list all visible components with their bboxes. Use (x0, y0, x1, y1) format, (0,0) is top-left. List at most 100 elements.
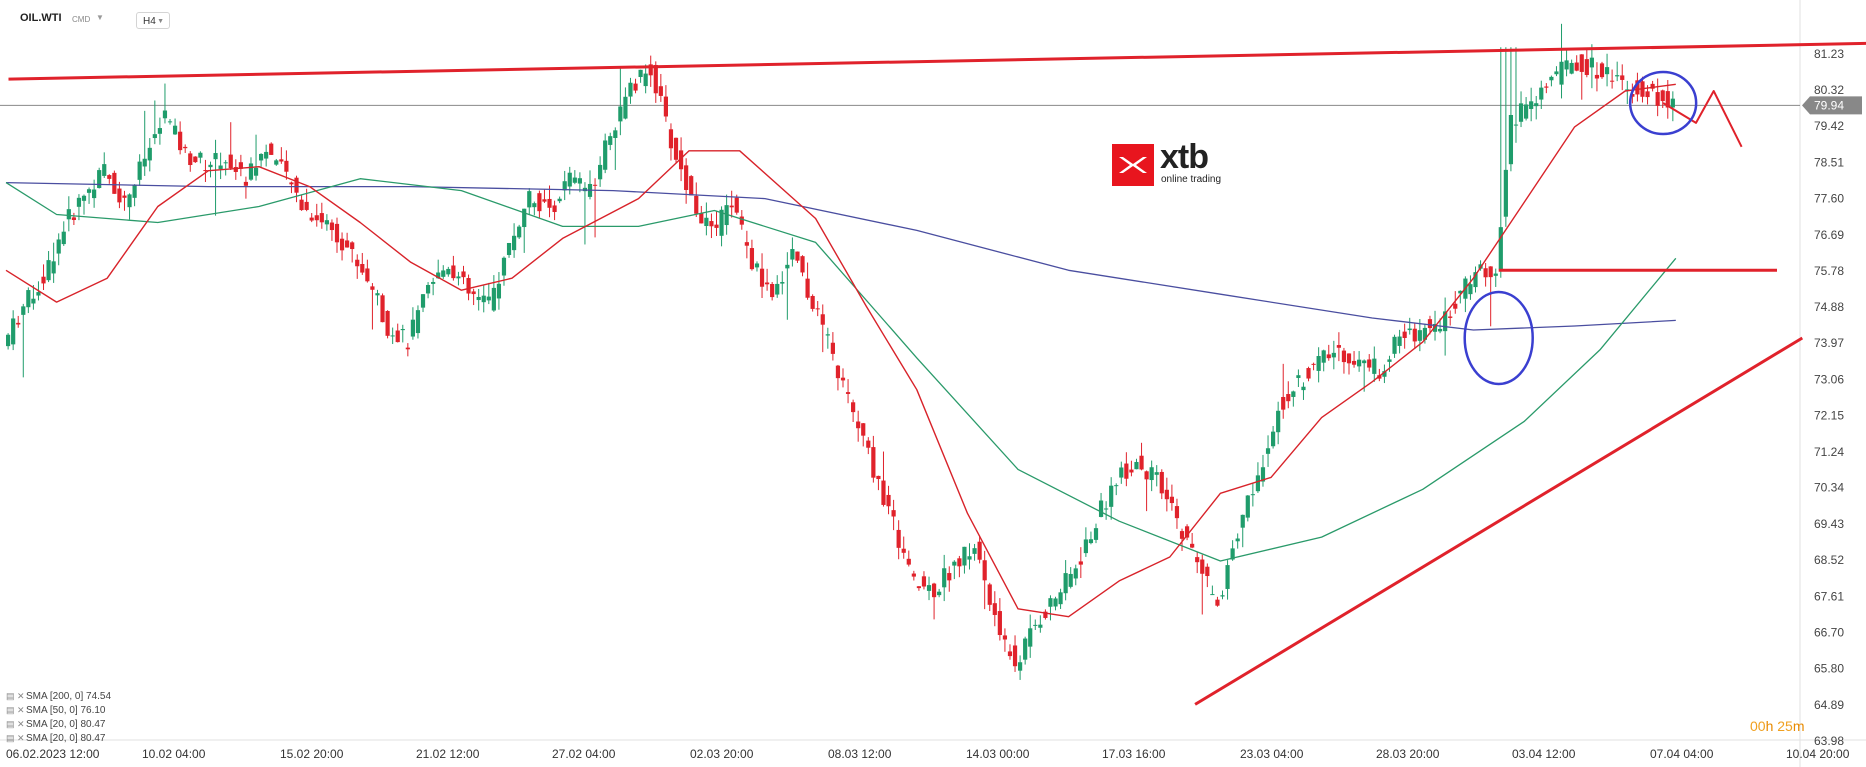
candle-body (259, 153, 264, 161)
candle-body (1392, 336, 1397, 354)
candle-body (608, 136, 613, 145)
candle-body (1215, 599, 1220, 606)
candle-body (385, 310, 390, 336)
candle-body (1402, 331, 1407, 338)
countdown-minutes-unit: m (1792, 718, 1805, 734)
xtb-logo-icon (1112, 144, 1154, 186)
candle-body (1088, 539, 1094, 544)
candle-body (1169, 496, 1174, 504)
candle-body (360, 263, 365, 273)
candle-body (410, 319, 415, 337)
candle-body (552, 205, 557, 213)
candle-body (673, 137, 679, 160)
candle-body (279, 159, 284, 162)
legend-item[interactable]: ▤ ✕SMA [200, 0] 74.54 (6, 691, 111, 702)
symbol-label[interactable]: OIL.WTI (20, 12, 62, 24)
highlight-circle (1463, 290, 1534, 386)
candle-body (6, 334, 11, 347)
candle-body (1028, 628, 1033, 647)
candle-body (592, 184, 598, 186)
candle-body (861, 423, 866, 436)
candle-body (1220, 595, 1225, 597)
countdown-hours-unit: h (1765, 718, 1774, 734)
candle-body (1508, 114, 1514, 165)
candle-body (952, 561, 957, 566)
candle-body (1134, 461, 1139, 470)
candle-body (481, 295, 486, 303)
candle-body (1301, 386, 1306, 391)
x-tick-label: 17.03 16:00 (1102, 747, 1166, 761)
candle-body (704, 217, 709, 227)
candle-body (1007, 651, 1013, 657)
candle-body (213, 153, 218, 160)
candle-body (1093, 528, 1099, 540)
candle-body (603, 140, 608, 170)
candle-body (66, 209, 71, 220)
candle-body (162, 110, 168, 119)
candle-body (638, 69, 643, 78)
candle-body (36, 292, 41, 296)
y-tick-label: 65.80 (1814, 662, 1844, 676)
candle-body (299, 199, 304, 211)
settings-icon[interactable]: ▤ ✕ (6, 705, 25, 715)
candle-body (1448, 316, 1453, 318)
candle-body (51, 261, 56, 274)
settings-icon[interactable]: ▤ ✕ (6, 733, 25, 743)
candle-body (1559, 61, 1564, 85)
candle-body (147, 147, 152, 161)
settings-icon[interactable]: ▤ ✕ (6, 691, 25, 701)
candle-body (81, 195, 87, 201)
candle-body (390, 335, 395, 337)
candle-body (1129, 469, 1134, 473)
candle-body (137, 161, 142, 180)
y-tick-label: 78.51 (1814, 155, 1844, 169)
legend-item[interactable]: ▤ ✕SMA [20, 0] 80.47 (6, 733, 106, 744)
candle-body (355, 259, 360, 267)
candle-body (982, 560, 987, 581)
legend-item[interactable]: ▤ ✕SMA [20, 0] 80.47 (6, 719, 106, 730)
candle-body (1473, 272, 1478, 288)
candle-body (56, 239, 61, 254)
candle-body (1427, 319, 1433, 329)
candle-body (102, 164, 107, 176)
candle-body (415, 310, 421, 334)
candle-body (815, 308, 820, 310)
y-tick-label: 73.06 (1814, 372, 1844, 386)
candle-body (562, 181, 567, 191)
chevron-down-icon[interactable]: ▼ (96, 13, 104, 22)
candle-body (678, 150, 684, 170)
timeframe-selector[interactable]: H4 ▼ (136, 12, 170, 29)
legend-item[interactable]: ▤ ✕SMA [50, 0] 76.10 (6, 705, 106, 716)
candle-body (765, 282, 770, 285)
candle-body (1483, 268, 1488, 278)
candle-body (1306, 368, 1311, 379)
candle-body (517, 226, 522, 238)
candle-body (1164, 489, 1169, 500)
candle-body (309, 217, 314, 221)
candle-body (780, 282, 785, 284)
candle-body (1331, 352, 1336, 358)
candle-body (1002, 635, 1008, 640)
candle-body (395, 330, 400, 343)
legend-label: SMA [200, 0] 74.54 (26, 691, 112, 702)
candle-body (441, 270, 446, 277)
y-tick-label: 70.34 (1814, 481, 1844, 495)
candle-countdown: 00h 25m (1750, 718, 1805, 734)
candle-body (1569, 62, 1574, 74)
candle-body (334, 223, 340, 243)
candle-body (663, 96, 668, 117)
candle-body (1104, 508, 1109, 510)
candle-body (420, 294, 426, 308)
settings-icon[interactable]: ▤ ✕ (6, 719, 25, 729)
candle-body (1625, 89, 1630, 91)
candle-body (122, 195, 127, 198)
candle-body (1498, 227, 1503, 270)
candle-body (1058, 592, 1063, 605)
candle-body (749, 248, 755, 270)
candle-body (1109, 485, 1114, 507)
candle-body (172, 125, 178, 135)
candle-body (694, 195, 699, 214)
y-tick-label: 77.60 (1814, 192, 1844, 206)
x-tick-label: 03.04 12:00 (1512, 747, 1576, 761)
